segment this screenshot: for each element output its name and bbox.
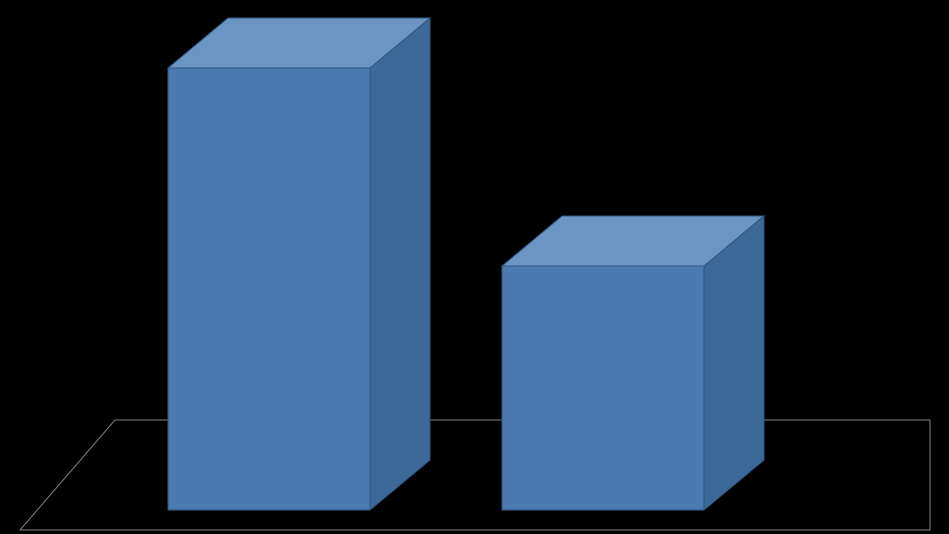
chart-background [0,0,949,534]
bar-chart-3d [0,0,949,534]
bar-1-front [168,68,370,510]
bar-2-front [502,266,704,510]
bar-1-side [370,18,430,510]
bar-2-side [704,216,764,510]
